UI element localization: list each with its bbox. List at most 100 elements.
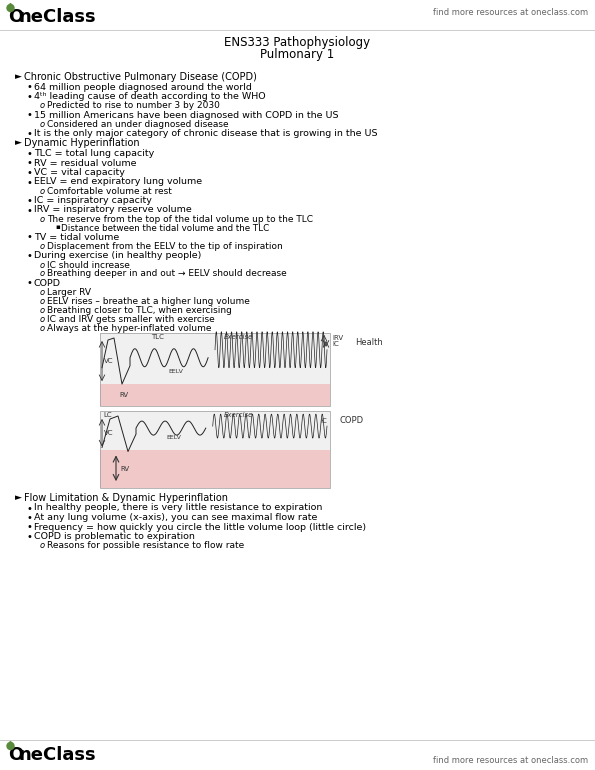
- Text: •: •: [27, 149, 33, 159]
- Text: o: o: [40, 324, 45, 333]
- Text: It is the only major category of chronic disease that is growing in the US: It is the only major category of chronic…: [34, 129, 377, 138]
- Text: VC: VC: [104, 430, 114, 436]
- Text: Flow Limitation & Dynamic Hyperinflation: Flow Limitation & Dynamic Hyperinflation: [24, 493, 228, 503]
- Text: •: •: [27, 513, 33, 523]
- Bar: [100, 411, 330, 488]
- Text: During exercise (in healthy people): During exercise (in healthy people): [34, 251, 201, 260]
- Text: •: •: [27, 178, 33, 188]
- Text: Larger RV: Larger RV: [47, 288, 91, 297]
- Text: o: o: [40, 120, 45, 129]
- Text: o: o: [40, 541, 45, 551]
- Text: find more resources at oneclass.com: find more resources at oneclass.com: [433, 8, 588, 17]
- Text: Frequency = how quickly you circle the little volume loop (little circle): Frequency = how quickly you circle the l…: [34, 523, 366, 531]
- Text: RV: RV: [120, 466, 129, 472]
- Text: EELV: EELV: [166, 435, 181, 440]
- Text: ►: ►: [15, 139, 22, 148]
- Text: •: •: [27, 129, 33, 139]
- Text: Exercise: Exercise: [223, 334, 253, 340]
- Text: Comfortable volume at rest: Comfortable volume at rest: [47, 187, 172, 196]
- Text: •: •: [27, 82, 33, 92]
- Text: IC = inspiratory capacity: IC = inspiratory capacity: [34, 196, 152, 205]
- Text: IC: IC: [332, 341, 339, 346]
- Text: o: o: [40, 260, 45, 269]
- Text: ▪: ▪: [55, 224, 60, 230]
- Text: •: •: [27, 251, 33, 261]
- Text: ►: ►: [15, 72, 22, 81]
- Circle shape: [7, 742, 14, 749]
- Text: •: •: [27, 523, 33, 533]
- Text: COPD: COPD: [340, 416, 364, 425]
- Text: Predicted to rise to number 3 by 2030: Predicted to rise to number 3 by 2030: [47, 102, 220, 111]
- Text: o: o: [40, 242, 45, 251]
- Text: O: O: [8, 8, 23, 26]
- Text: •: •: [27, 168, 33, 178]
- Text: EELV rises – breathe at a higher lung volume: EELV rises – breathe at a higher lung vo…: [47, 297, 250, 306]
- Text: EELV = end expiratory lung volume: EELV = end expiratory lung volume: [34, 178, 202, 186]
- Text: Breathing closer to TLC, when exercising: Breathing closer to TLC, when exercising: [47, 306, 232, 315]
- Text: 64 million people diagnosed around the world: 64 million people diagnosed around the w…: [34, 82, 252, 92]
- Bar: [100, 333, 330, 406]
- Bar: [100, 450, 330, 488]
- Text: The reserve from the top of the tidal volume up to the TLC: The reserve from the top of the tidal vo…: [47, 215, 313, 224]
- Text: IC and IRV gets smaller with exercise: IC and IRV gets smaller with exercise: [47, 315, 215, 324]
- Text: TV = tidal volume: TV = tidal volume: [34, 233, 119, 242]
- Text: •: •: [27, 159, 33, 169]
- Text: neClass: neClass: [18, 8, 96, 26]
- Text: o: o: [40, 297, 45, 306]
- Text: Reasons for possible resistance to flow rate: Reasons for possible resistance to flow …: [47, 541, 245, 551]
- Text: O: O: [8, 746, 23, 764]
- Text: COPD: COPD: [34, 279, 61, 287]
- Bar: [100, 384, 330, 406]
- Text: neClass: neClass: [18, 746, 96, 764]
- Text: Always at the hyper-inflated volume: Always at the hyper-inflated volume: [47, 324, 211, 333]
- Text: o: o: [40, 315, 45, 324]
- Text: LC: LC: [103, 412, 112, 418]
- Text: IRV: IRV: [332, 335, 343, 341]
- Bar: [100, 333, 330, 384]
- Text: Dynamic Hyperinflation: Dynamic Hyperinflation: [24, 139, 140, 149]
- Text: In healthy people, there is very little resistance to expiration: In healthy people, there is very little …: [34, 504, 322, 513]
- Text: COPD is problematic to expiration: COPD is problematic to expiration: [34, 532, 195, 541]
- Text: o: o: [40, 215, 45, 224]
- Text: VC = vital capacity: VC = vital capacity: [34, 168, 125, 177]
- Text: VC: VC: [104, 358, 114, 364]
- Text: Distance between the tidal volume and the TLC: Distance between the tidal volume and th…: [61, 224, 270, 233]
- Text: Exercise: Exercise: [223, 412, 253, 418]
- Text: Pulmonary 1: Pulmonary 1: [261, 48, 334, 61]
- Text: 15 million Americans have been diagnosed with COPD in the US: 15 million Americans have been diagnosed…: [34, 111, 339, 119]
- Text: •: •: [27, 504, 33, 514]
- Text: RV = residual volume: RV = residual volume: [34, 159, 136, 168]
- Text: IC: IC: [320, 418, 327, 424]
- Polygon shape: [8, 4, 14, 8]
- Text: IRV = inspiratory reserve volume: IRV = inspiratory reserve volume: [34, 206, 192, 215]
- Text: •: •: [27, 111, 33, 120]
- Text: Health: Health: [355, 338, 383, 347]
- Text: EELV: EELV: [168, 369, 183, 373]
- Text: find more resources at oneclass.com: find more resources at oneclass.com: [433, 756, 588, 765]
- Circle shape: [7, 5, 14, 12]
- Bar: [100, 411, 330, 450]
- Text: Breathing deeper in and out → EELV should decrease: Breathing deeper in and out → EELV shoul…: [47, 270, 287, 279]
- Text: •: •: [27, 532, 33, 542]
- Text: Displacement from the EELV to the tip of inspiration: Displacement from the EELV to the tip of…: [47, 242, 283, 251]
- Text: Chronic Obstructive Pulmonary Disease (COPD): Chronic Obstructive Pulmonary Disease (C…: [24, 72, 257, 82]
- Text: TLC: TLC: [151, 334, 164, 340]
- Text: •: •: [27, 196, 33, 206]
- Text: ENS333 Pathophysiology: ENS333 Pathophysiology: [224, 36, 371, 49]
- Text: RV: RV: [119, 392, 128, 398]
- Text: o: o: [40, 187, 45, 196]
- Text: o: o: [40, 306, 45, 315]
- Text: TLC = total lung capacity: TLC = total lung capacity: [34, 149, 154, 158]
- Text: •: •: [27, 206, 33, 216]
- Text: Considered an under diagnosed disease: Considered an under diagnosed disease: [47, 120, 228, 129]
- Text: o: o: [40, 288, 45, 297]
- Text: 4ᵗʰ leading cause of death according to the WHO: 4ᵗʰ leading cause of death according to …: [34, 92, 265, 101]
- Text: o: o: [40, 102, 45, 111]
- Text: •: •: [27, 279, 33, 289]
- Text: •: •: [27, 233, 33, 243]
- Polygon shape: [8, 742, 14, 745]
- Text: ►: ►: [15, 493, 22, 502]
- Text: •: •: [27, 92, 33, 102]
- Text: o: o: [40, 270, 45, 279]
- Text: IC should increase: IC should increase: [47, 260, 130, 269]
